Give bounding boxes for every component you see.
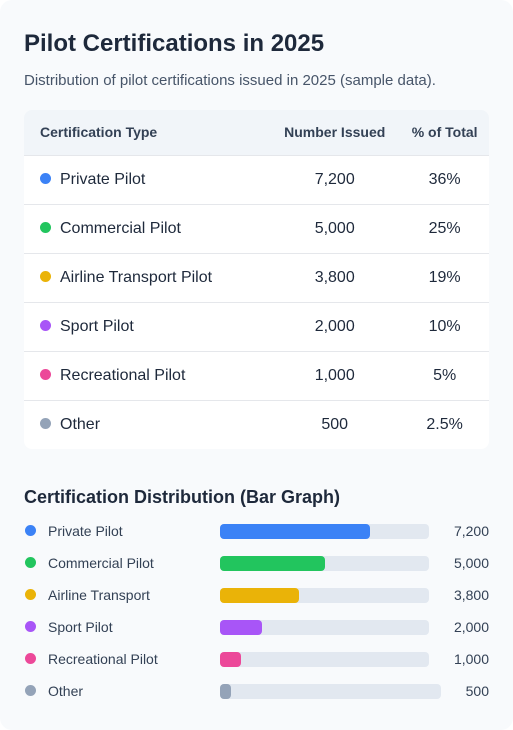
legend-dot-icon [40, 319, 51, 331]
cell-percent: 10% [428, 317, 461, 335]
legend-dot-icon [25, 589, 36, 600]
bar-label: Sport Pilot [48, 619, 113, 635]
cell-type: Recreational Pilot [24, 351, 269, 400]
bar-value-label: 2,000 [453, 619, 489, 635]
bar-label: Private Pilot [48, 523, 123, 539]
bar-value-label: 500 [465, 683, 489, 699]
type-label: Sport Pilot [60, 317, 134, 335]
cell-type: Commercial Pilot [24, 204, 269, 253]
bar [220, 652, 241, 667]
legend-dot-icon [25, 685, 36, 696]
table-row: Commercial Pilot 5,000 25% [24, 204, 489, 253]
bar-track [220, 620, 429, 635]
bar [220, 620, 262, 635]
legend-dot-icon [25, 525, 36, 536]
bar [220, 684, 232, 699]
column-header-issued: Number Issued [284, 124, 386, 141]
bar-label: Other [48, 683, 84, 699]
cell-issued: 1,000 [314, 366, 355, 384]
legend-dot-icon [40, 172, 51, 184]
cell-percent: 2.5% [426, 415, 463, 433]
bar-track [220, 524, 429, 539]
cell-issued: 2,000 [314, 317, 355, 335]
table-row: Sport Pilot 2,000 10% [24, 302, 489, 351]
cell-type: Sport Pilot [24, 302, 269, 351]
table-row: Other 500 2.5% [24, 400, 489, 449]
bar-row: Sport Pilot 2,000 [24, 617, 489, 637]
page-title: Pilot Certifications in 2025 [24, 30, 325, 57]
bar-track [220, 556, 429, 571]
bar-graph-title: Certification Distribution (Bar Graph) [24, 487, 341, 507]
cell-issued: 7,200 [314, 170, 355, 188]
bar-track [220, 684, 441, 699]
cell-percent: 19% [428, 268, 461, 286]
cell-percent: 25% [428, 219, 461, 237]
cell-issued: 500 [321, 415, 349, 433]
cell-issued: 5,000 [314, 219, 355, 237]
bar-row: Commercial Pilot 5,000 [24, 553, 489, 573]
bar-track [220, 588, 429, 603]
bar-label: Commercial Pilot [48, 555, 154, 571]
bar-value-label: 3,800 [453, 587, 489, 603]
legend-dot-icon [40, 418, 51, 430]
cell-type: Other [24, 400, 269, 449]
table-header-row: Certification Type Number Issued % of To… [24, 110, 489, 155]
bar-track [220, 652, 429, 667]
bar [220, 524, 371, 539]
bar-row: Private Pilot 7,200 [24, 521, 489, 541]
cell-type: Private Pilot [24, 155, 269, 204]
bar [220, 556, 325, 571]
cell-issued: 3,800 [314, 268, 355, 286]
bar [220, 588, 300, 603]
type-label: Airline Transport Pilot [60, 268, 213, 286]
legend-dot-icon [25, 653, 36, 664]
bar-row: Recreational Pilot 1,000 [24, 649, 489, 669]
legend-dot-icon [25, 557, 36, 568]
bar-value-label: 1,000 [453, 651, 489, 667]
type-label: Private Pilot [60, 170, 146, 188]
bar-label: Airline Transport [48, 587, 150, 603]
cell-type: Airline Transport Pilot [24, 253, 269, 302]
cell-percent: 36% [428, 170, 461, 188]
bar-row: Airline Transport 3,800 [24, 585, 489, 605]
column-header-type: Certification Type [40, 124, 158, 141]
page-subtitle: Distribution of pilot certifications iss… [24, 72, 436, 89]
certifications-table: Certification Type Number Issued % of To… [24, 110, 489, 449]
bar-graph: Private Pilot 7,200 Commercial Pilot 5,000 A… [24, 521, 489, 721]
cell-percent: 5% [433, 366, 457, 384]
type-label: Recreational Pilot [60, 366, 186, 384]
type-label: Commercial Pilot [60, 219, 181, 237]
type-label: Other [60, 415, 101, 433]
bar-label: Recreational Pilot [48, 651, 158, 667]
column-header-percent: % of Total [411, 124, 478, 141]
table-row: Recreational Pilot 1,000 5% [24, 351, 489, 400]
bar-row: Other 500 [24, 681, 489, 701]
legend-dot-icon [25, 621, 36, 632]
table-row: Private Pilot 7,200 36% [24, 155, 489, 204]
legend-dot-icon [40, 221, 51, 233]
legend-dot-icon [40, 270, 51, 282]
legend-dot-icon [40, 368, 51, 380]
bar-value-label: 7,200 [453, 523, 489, 539]
bar-value-label: 5,000 [453, 555, 489, 571]
table-row: Airline Transport Pilot 3,800 19% [24, 253, 489, 302]
